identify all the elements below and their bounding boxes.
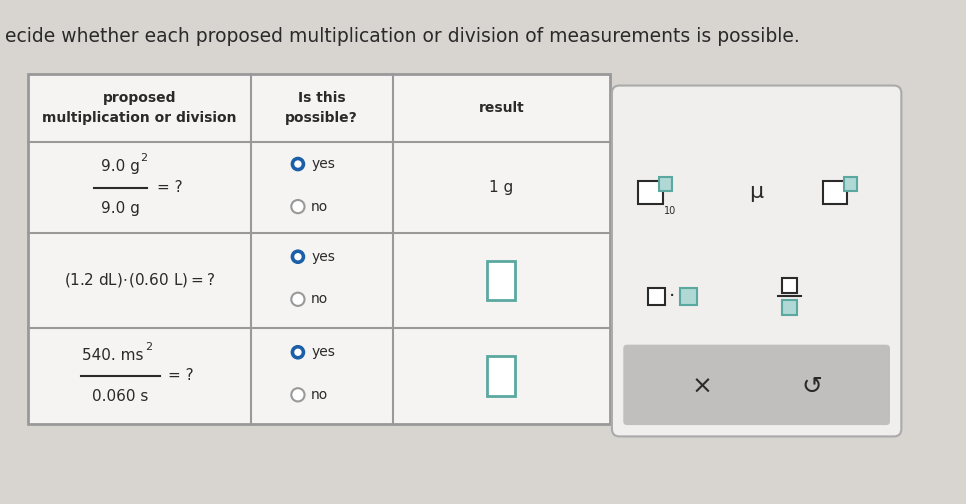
FancyBboxPatch shape xyxy=(782,300,797,316)
FancyBboxPatch shape xyxy=(680,288,697,305)
Text: no: no xyxy=(311,200,328,214)
FancyBboxPatch shape xyxy=(487,356,516,396)
Circle shape xyxy=(292,157,304,171)
Text: Is this
possible?: Is this possible? xyxy=(285,92,358,125)
Text: ecide whether each proposed multiplication or division of measurements is possib: ecide whether each proposed multiplicati… xyxy=(5,27,800,46)
Text: 2: 2 xyxy=(146,342,153,352)
FancyBboxPatch shape xyxy=(611,86,901,436)
Text: = ?: = ? xyxy=(168,368,193,384)
Text: 0.060 s: 0.060 s xyxy=(93,389,149,404)
Text: yes: yes xyxy=(311,345,335,359)
Text: ×: × xyxy=(692,375,712,399)
FancyBboxPatch shape xyxy=(823,181,847,204)
Circle shape xyxy=(292,346,304,359)
Text: no: no xyxy=(311,292,328,306)
FancyBboxPatch shape xyxy=(0,14,914,490)
FancyBboxPatch shape xyxy=(782,278,797,293)
Circle shape xyxy=(295,254,300,260)
Text: 1 g: 1 g xyxy=(489,180,513,195)
Circle shape xyxy=(295,349,300,355)
Text: 2: 2 xyxy=(140,153,147,163)
Text: result: result xyxy=(478,101,525,115)
Text: proposed
multiplication or division: proposed multiplication or division xyxy=(43,92,237,125)
FancyBboxPatch shape xyxy=(487,261,516,300)
Text: ·: · xyxy=(669,287,675,306)
FancyBboxPatch shape xyxy=(659,177,672,191)
Circle shape xyxy=(292,250,304,264)
Text: 9.0 g: 9.0 g xyxy=(101,201,140,216)
Text: 10: 10 xyxy=(664,206,676,216)
Text: μ: μ xyxy=(750,182,764,203)
Text: yes: yes xyxy=(311,157,335,171)
Text: ↺: ↺ xyxy=(801,375,822,399)
FancyBboxPatch shape xyxy=(843,177,857,191)
FancyBboxPatch shape xyxy=(28,74,611,424)
FancyBboxPatch shape xyxy=(648,288,665,305)
Text: yes: yes xyxy=(311,249,335,264)
Circle shape xyxy=(292,293,304,306)
Text: = ?: = ? xyxy=(156,180,183,195)
Text: 9.0 g: 9.0 g xyxy=(101,159,140,174)
Text: $(1.2\ \mathrm{dL})\!\cdot\!(0.60\ \mathrm{L}) = ?$: $(1.2\ \mathrm{dL})\!\cdot\!(0.60\ \math… xyxy=(64,271,215,289)
Circle shape xyxy=(295,161,300,167)
Text: 540. ms: 540. ms xyxy=(82,348,144,362)
Circle shape xyxy=(292,200,304,213)
Circle shape xyxy=(292,388,304,401)
FancyBboxPatch shape xyxy=(623,345,890,425)
Text: no: no xyxy=(311,388,328,402)
FancyBboxPatch shape xyxy=(639,181,663,204)
